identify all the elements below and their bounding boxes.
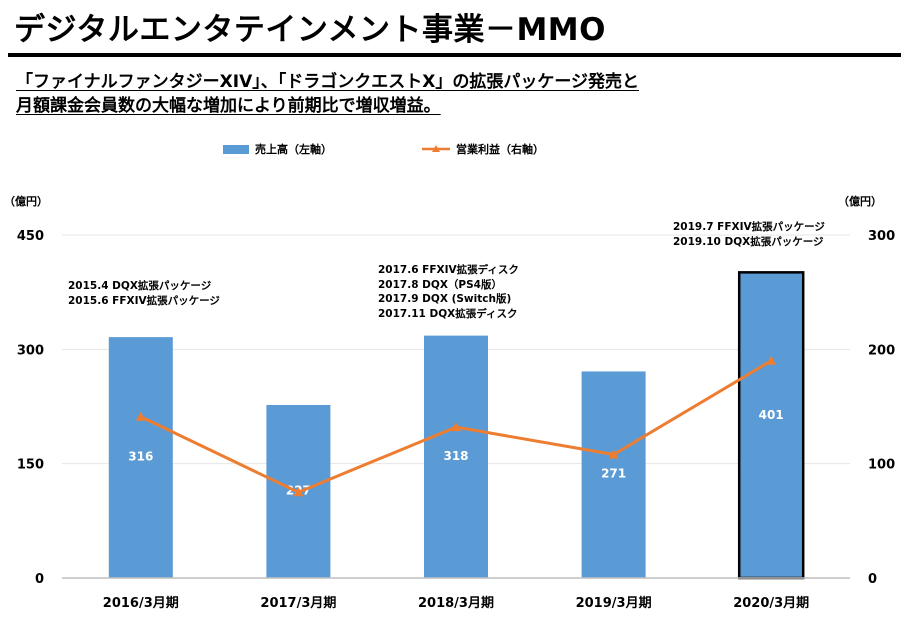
title-divider bbox=[8, 53, 901, 57]
annotation-2016-line: 2015.4 DQX拡張パッケージ bbox=[68, 280, 212, 292]
legend-sales-label: 売上高（左軸） bbox=[255, 143, 332, 156]
x-category-label: 2019/3月期 bbox=[576, 596, 652, 611]
legend-line-swatch bbox=[422, 145, 450, 152]
profit-point bbox=[293, 487, 304, 497]
annotation-2018-line: 2017.6 FFXIV拡張ディスク bbox=[378, 264, 519, 276]
sales-bar bbox=[108, 337, 173, 578]
sales-data-label: 318 bbox=[443, 449, 468, 463]
legend-sales: 売上高（左軸） bbox=[223, 141, 332, 157]
right-axis-tick-label: 200 bbox=[868, 343, 895, 358]
annotation-2018: 2017.6 FFXIV拡張ディスク 2017.8 DQX（PS4版） 2017… bbox=[378, 263, 519, 321]
right-axis-unit: （億円） bbox=[838, 195, 882, 208]
annotation-2016-line: 2015.6 FFXIV拡張パッケージ bbox=[68, 294, 220, 307]
annotation-2020-line: 2019.10 DQX拡張パッケージ bbox=[673, 235, 824, 248]
annotation-2016: 2015.4 DQX拡張パッケージ 2015.6 FFXIV拡張パッケージ bbox=[68, 279, 220, 308]
right-axis-tick-label: 100 bbox=[868, 458, 895, 473]
profit-point bbox=[451, 422, 461, 432]
annotation-2018-line: 2017.11 DQX拡張ディスク bbox=[378, 307, 518, 320]
left-axis-tick-label: 450 bbox=[17, 229, 44, 244]
subtitle-line-1: 「ファイナルファンタジーXIV」、「ドラゴンクエストX」の拡張パッケージ発売と bbox=[16, 72, 640, 92]
sales-bar bbox=[737, 271, 805, 580]
right-axis-tick-label: 300 bbox=[868, 229, 895, 244]
subtitle: 「ファイナルファンタジーXIV」、「ドラゴンクエストX」の拡張パッケージ発売と … bbox=[16, 70, 639, 118]
annotation-2020: 2019.7 FFXIV拡張パッケージ 2019.10 DQX拡張パッケージ bbox=[673, 220, 825, 249]
x-category-label: 2016/3月期 bbox=[103, 596, 179, 611]
page-title: デジタルエンタテインメント事業－MMO bbox=[14, 12, 606, 48]
x-category-label: 2020/3月期 bbox=[733, 596, 809, 611]
right-axis-tick-label: 0 bbox=[868, 572, 877, 587]
annotation-2018-line: 2017.9 DQX (Switch版) bbox=[378, 293, 512, 305]
legend-bar-swatch bbox=[223, 144, 249, 154]
legend-profit: 営業利益（右軸） bbox=[422, 141, 544, 157]
profit-point bbox=[135, 411, 146, 421]
left-axis-tick-label: 150 bbox=[17, 458, 44, 473]
annotation-2020-line: 2019.7 FFXIV拡張パッケージ bbox=[673, 221, 825, 233]
profit-point bbox=[766, 355, 777, 365]
x-category-label: 2017/3月期 bbox=[260, 596, 336, 611]
sales-bar bbox=[424, 335, 488, 578]
profit-point bbox=[608, 449, 619, 459]
left-axis-unit: （億円） bbox=[4, 195, 48, 208]
x-category-label: 2018/3月期 bbox=[418, 596, 494, 611]
left-axis-tick-label: 0 bbox=[35, 572, 44, 587]
legend-profit-label: 営業利益（右軸） bbox=[456, 143, 544, 156]
sales-data-label: 271 bbox=[601, 467, 626, 481]
annotation-2018-line: 2017.8 DQX（PS4版） bbox=[378, 278, 502, 291]
left-axis-tick-label: 300 bbox=[17, 343, 44, 358]
sales-data-label: 401 bbox=[759, 408, 784, 422]
sales-bar bbox=[581, 371, 646, 578]
sales-data-label: 316 bbox=[128, 450, 153, 464]
subtitle-line-2: 月額課金会員数の大幅な増加により前期比で増収増益。 bbox=[16, 96, 441, 116]
